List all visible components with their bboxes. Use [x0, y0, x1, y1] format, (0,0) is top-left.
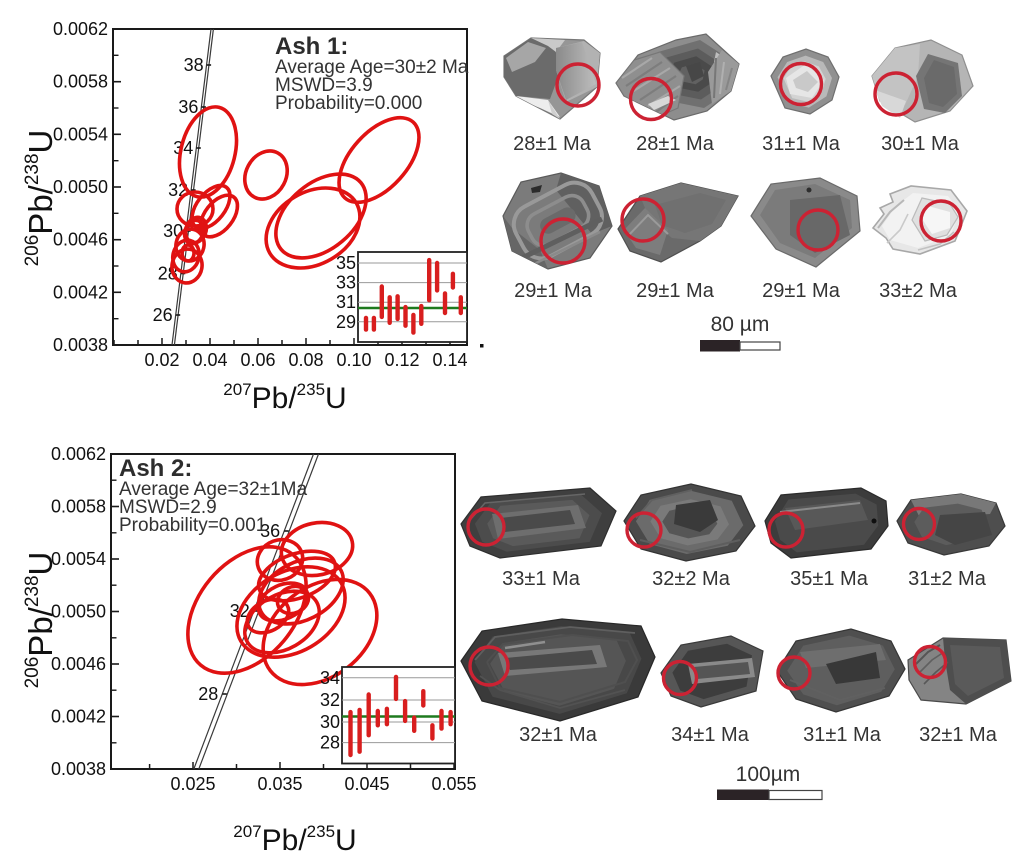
- svg-text:0.14: 0.14: [432, 350, 467, 370]
- svg-text:0.0050: 0.0050: [53, 177, 108, 197]
- svg-text:207Pb/235U: 207Pb/235U: [233, 822, 356, 857]
- svg-text:31±1 Ma: 31±1 Ma: [762, 133, 841, 155]
- svg-text:0.0046: 0.0046: [51, 654, 106, 674]
- svg-text:38: 38: [184, 55, 204, 75]
- svg-text:0.0038: 0.0038: [53, 335, 108, 355]
- svg-text:0.055: 0.055: [431, 774, 476, 794]
- svg-text:206Pb/238U: 206Pb/238U: [22, 552, 59, 689]
- svg-text:31±1 Ma: 31±1 Ma: [803, 724, 882, 746]
- svg-text:30±1 Ma: 30±1 Ma: [881, 133, 960, 155]
- svg-text:Average Age=30±2 Ma: Average Age=30±2 Ma: [275, 57, 469, 78]
- svg-text:31±2 Ma: 31±2 Ma: [908, 568, 987, 590]
- svg-text:34: 34: [320, 668, 340, 688]
- svg-text:33±2 Ma: 33±2 Ma: [879, 280, 958, 302]
- svg-text:0.035: 0.035: [257, 774, 302, 794]
- svg-text:33: 33: [336, 273, 356, 293]
- svg-text:31: 31: [336, 292, 356, 312]
- svg-text:MSWD=2.9: MSWD=2.9: [119, 497, 217, 518]
- svg-text:36: 36: [260, 521, 280, 541]
- svg-text:Ash 1:: Ash 1:: [275, 33, 348, 60]
- svg-text:28: 28: [198, 684, 218, 704]
- svg-text:33±1 Ma: 33±1 Ma: [502, 568, 581, 590]
- svg-text:0.0046: 0.0046: [53, 230, 108, 250]
- svg-text:0.0050: 0.0050: [51, 602, 106, 622]
- svg-text:0.025: 0.025: [170, 774, 215, 794]
- svg-text:Average Age=32±1Ma: Average Age=32±1Ma: [119, 479, 308, 500]
- svg-text:28: 28: [320, 733, 340, 753]
- svg-text:32±2 Ma: 32±2 Ma: [652, 568, 731, 590]
- svg-text:0.0054: 0.0054: [51, 549, 106, 569]
- svg-text:30: 30: [320, 712, 340, 732]
- svg-text:0.12: 0.12: [384, 350, 419, 370]
- svg-text:0.045: 0.045: [344, 774, 389, 794]
- svg-text:0.04: 0.04: [192, 350, 227, 370]
- svg-text:100µm: 100µm: [736, 763, 801, 786]
- svg-text:0.0058: 0.0058: [53, 72, 108, 92]
- svg-text:29±1 Ma: 29±1 Ma: [762, 280, 841, 302]
- svg-text:34: 34: [173, 138, 193, 158]
- svg-text:0.02: 0.02: [144, 350, 179, 370]
- svg-text:206Pb/238U: 206Pb/238U: [22, 130, 59, 267]
- svg-text:0.0058: 0.0058: [51, 497, 106, 517]
- svg-text:0.10: 0.10: [336, 350, 371, 370]
- svg-text:32±1 Ma: 32±1 Ma: [919, 724, 998, 746]
- svg-text:80 µm: 80 µm: [711, 313, 770, 336]
- svg-text:32: 32: [320, 690, 340, 710]
- svg-text:28±1 Ma: 28±1 Ma: [513, 133, 592, 155]
- svg-text:29±1 Ma: 29±1 Ma: [636, 280, 715, 302]
- svg-text:Probability=0.000: Probability=0.000: [275, 93, 422, 114]
- svg-text:MSWD=3.9: MSWD=3.9: [275, 75, 373, 96]
- svg-text:207Pb/235U: 207Pb/235U: [223, 380, 346, 415]
- svg-text:0.0062: 0.0062: [51, 444, 106, 464]
- svg-text:29: 29: [336, 312, 356, 332]
- svg-text:34±1 Ma: 34±1 Ma: [671, 724, 750, 746]
- svg-text:0.0054: 0.0054: [53, 124, 108, 144]
- svg-text:29±1 Ma: 29±1 Ma: [514, 280, 593, 302]
- svg-text:32±1 Ma: 32±1 Ma: [519, 724, 598, 746]
- svg-text:35±1 Ma: 35±1 Ma: [790, 568, 869, 590]
- svg-text:Probability=0.001: Probability=0.001: [119, 515, 266, 536]
- svg-text:0.0042: 0.0042: [51, 707, 106, 727]
- svg-text:28±1 Ma: 28±1 Ma: [636, 133, 715, 155]
- svg-text:36: 36: [178, 97, 198, 117]
- svg-text:26: 26: [153, 305, 173, 325]
- svg-text:0.0062: 0.0062: [53, 19, 108, 39]
- svg-text:0.06: 0.06: [240, 350, 275, 370]
- svg-text:0.0042: 0.0042: [53, 282, 108, 302]
- svg-text:35: 35: [336, 253, 356, 273]
- svg-text:0.0038: 0.0038: [51, 759, 106, 779]
- svg-text:30: 30: [163, 221, 183, 241]
- svg-text:0.08: 0.08: [288, 350, 323, 370]
- svg-text:Ash 2:: Ash 2:: [119, 455, 192, 482]
